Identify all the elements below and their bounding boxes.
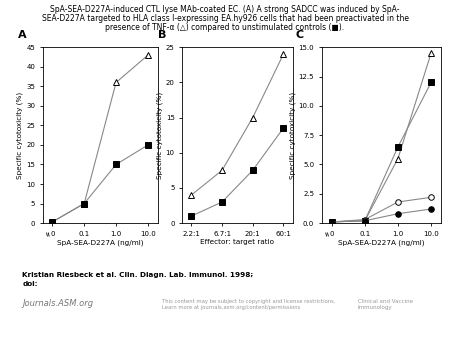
Text: B: B (158, 30, 166, 40)
Text: A: A (18, 30, 26, 40)
X-axis label: SpA-SEA-D227A (ng/ml): SpA-SEA-D227A (ng/ml) (338, 240, 425, 246)
Text: SpA-SEA-D227A-induced CTL lyse MAb-coated EC. (A) A strong SADCC was induced by : SpA-SEA-D227A-induced CTL lyse MAb-coate… (50, 5, 400, 14)
Y-axis label: Specific cytotoxicity (%): Specific cytotoxicity (%) (289, 92, 296, 179)
Text: presence of TNF-α (△) compared to unstimulated controls (■).: presence of TNF-α (△) compared to unstim… (105, 23, 345, 32)
Text: This content may be subject to copyright and license restrictions.
Learn more at: This content may be subject to copyright… (162, 299, 336, 310)
Text: Kristian Riesbeck et al. Clin. Diagn. Lab. Immunol. 1998;: Kristian Riesbeck et al. Clin. Diagn. La… (22, 272, 254, 278)
X-axis label: SpA-SEA-D227A (ng/ml): SpA-SEA-D227A (ng/ml) (57, 240, 144, 246)
Y-axis label: Specific cytotoxicity (%): Specific cytotoxicity (%) (17, 92, 23, 179)
Text: Journals.ASM.org: Journals.ASM.org (22, 299, 94, 308)
Text: SEA-D227A targeted to HLA class I-expressing EA.hy926 cells that had been preact: SEA-D227A targeted to HLA class I-expres… (41, 14, 409, 23)
Y-axis label: Specific cytotoxicity (%): Specific cytotoxicity (%) (156, 92, 163, 179)
Text: C: C (296, 30, 304, 40)
Text: doi:: doi: (22, 281, 38, 287)
Text: Clinical and Vaccine
Immunology: Clinical and Vaccine Immunology (358, 299, 413, 310)
X-axis label: Effector: target ratio: Effector: target ratio (200, 240, 274, 245)
